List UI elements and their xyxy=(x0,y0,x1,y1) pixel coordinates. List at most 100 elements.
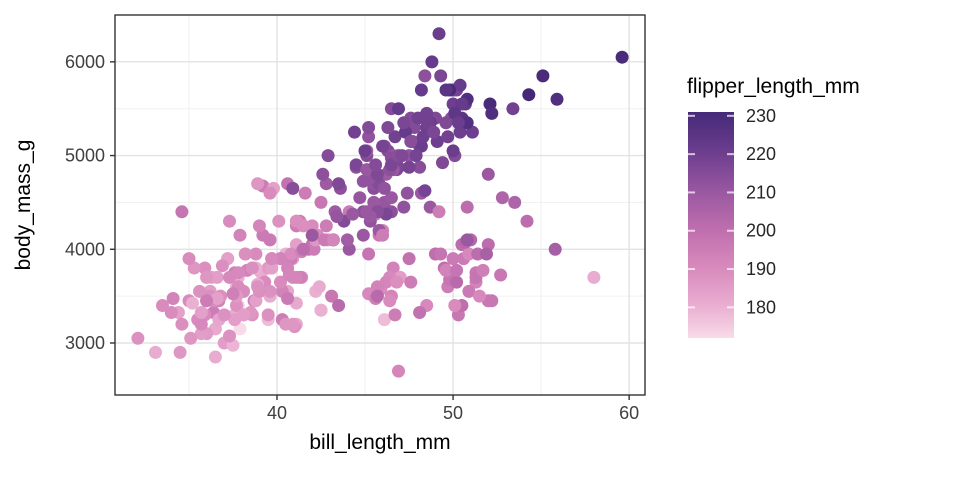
data-point xyxy=(439,263,453,277)
data-point xyxy=(414,83,428,97)
svg-text:6000: 6000 xyxy=(65,52,105,72)
data-point xyxy=(390,275,404,289)
data-point xyxy=(200,270,214,284)
data-point xyxy=(460,200,474,214)
data-point xyxy=(450,275,464,289)
y-axis-ticks xyxy=(110,61,115,344)
data-point xyxy=(184,331,198,345)
data-point xyxy=(450,263,464,277)
data-point xyxy=(446,144,460,158)
data-point xyxy=(131,331,145,345)
data-point xyxy=(208,350,222,364)
data-point xyxy=(194,306,208,319)
data-point xyxy=(446,252,460,266)
data-point xyxy=(156,299,169,312)
data-point xyxy=(296,219,310,233)
svg-text:210: 210 xyxy=(746,182,776,202)
data-point xyxy=(272,214,286,228)
data-point xyxy=(314,303,328,317)
data-point xyxy=(164,306,178,319)
y-axis-tick-labels: 3000 4000 5000 6000 xyxy=(65,52,105,353)
data-point xyxy=(369,158,383,172)
data-point xyxy=(548,242,562,256)
svg-text:230: 230 xyxy=(746,106,776,126)
data-point xyxy=(384,158,398,172)
data-point xyxy=(238,247,252,261)
data-point xyxy=(370,280,384,294)
data-point xyxy=(274,275,287,289)
data-point xyxy=(448,299,462,312)
data-point xyxy=(356,174,370,188)
colorbar-tick-marks xyxy=(688,114,734,309)
data-point xyxy=(252,219,266,233)
data-point xyxy=(473,289,486,303)
data-point xyxy=(377,181,391,195)
data-point xyxy=(522,88,536,102)
data-point xyxy=(261,308,275,322)
data-point xyxy=(485,106,499,120)
data-point xyxy=(284,247,298,261)
data-point xyxy=(455,97,469,111)
data-point xyxy=(316,167,330,181)
data-point xyxy=(346,207,360,221)
x-axis-ticks xyxy=(276,395,630,400)
data-point xyxy=(480,247,493,261)
data-point xyxy=(550,92,564,106)
colorbar-gradient xyxy=(688,112,734,338)
data-point xyxy=(495,191,509,205)
data-point xyxy=(462,284,476,298)
data-point xyxy=(314,195,328,209)
data-point xyxy=(286,181,300,195)
data-point xyxy=(233,228,247,242)
x-axis-title: bill_length_mm xyxy=(309,431,450,454)
data-point xyxy=(263,233,277,247)
data-point xyxy=(397,200,411,214)
data-point xyxy=(210,292,224,305)
data-point xyxy=(587,270,601,284)
colorbar-tick-labels: 230 220 210 200 190 180 xyxy=(746,106,776,318)
data-point xyxy=(392,364,405,378)
data-point xyxy=(434,247,448,261)
data-point xyxy=(263,186,277,200)
data-point xyxy=(194,327,208,341)
data-point xyxy=(432,27,446,41)
data-point xyxy=(282,268,296,282)
data-point xyxy=(376,228,390,242)
data-point xyxy=(319,219,333,233)
data-point xyxy=(481,167,495,181)
data-point xyxy=(388,130,402,144)
data-point xyxy=(381,121,395,134)
data-point xyxy=(263,284,277,298)
data-point xyxy=(356,228,370,242)
data-point xyxy=(175,317,189,331)
data-point xyxy=(460,233,474,247)
svg-text:200: 200 xyxy=(746,221,776,241)
data-point xyxy=(377,313,391,327)
data-point xyxy=(217,308,231,322)
data-point xyxy=(245,261,259,275)
y-axis-title: body_mass_g xyxy=(12,140,35,271)
data-point xyxy=(388,308,402,322)
data-point xyxy=(321,149,335,163)
data-point xyxy=(409,149,423,163)
data-point xyxy=(404,135,418,148)
data-point xyxy=(298,186,312,200)
data-point xyxy=(411,111,425,125)
data-point xyxy=(353,191,367,205)
data-point xyxy=(520,214,534,228)
data-point xyxy=(392,102,405,116)
data-point xyxy=(362,121,376,134)
data-point xyxy=(402,160,416,174)
data-point xyxy=(230,299,243,312)
data-point xyxy=(223,329,236,343)
data-point xyxy=(305,228,319,242)
data-point xyxy=(325,289,339,303)
data-point xyxy=(376,139,390,153)
data-point xyxy=(265,261,279,275)
data-point xyxy=(451,116,465,130)
data-point xyxy=(439,83,453,97)
data-point xyxy=(332,177,346,191)
svg-text:5000: 5000 xyxy=(65,146,105,166)
